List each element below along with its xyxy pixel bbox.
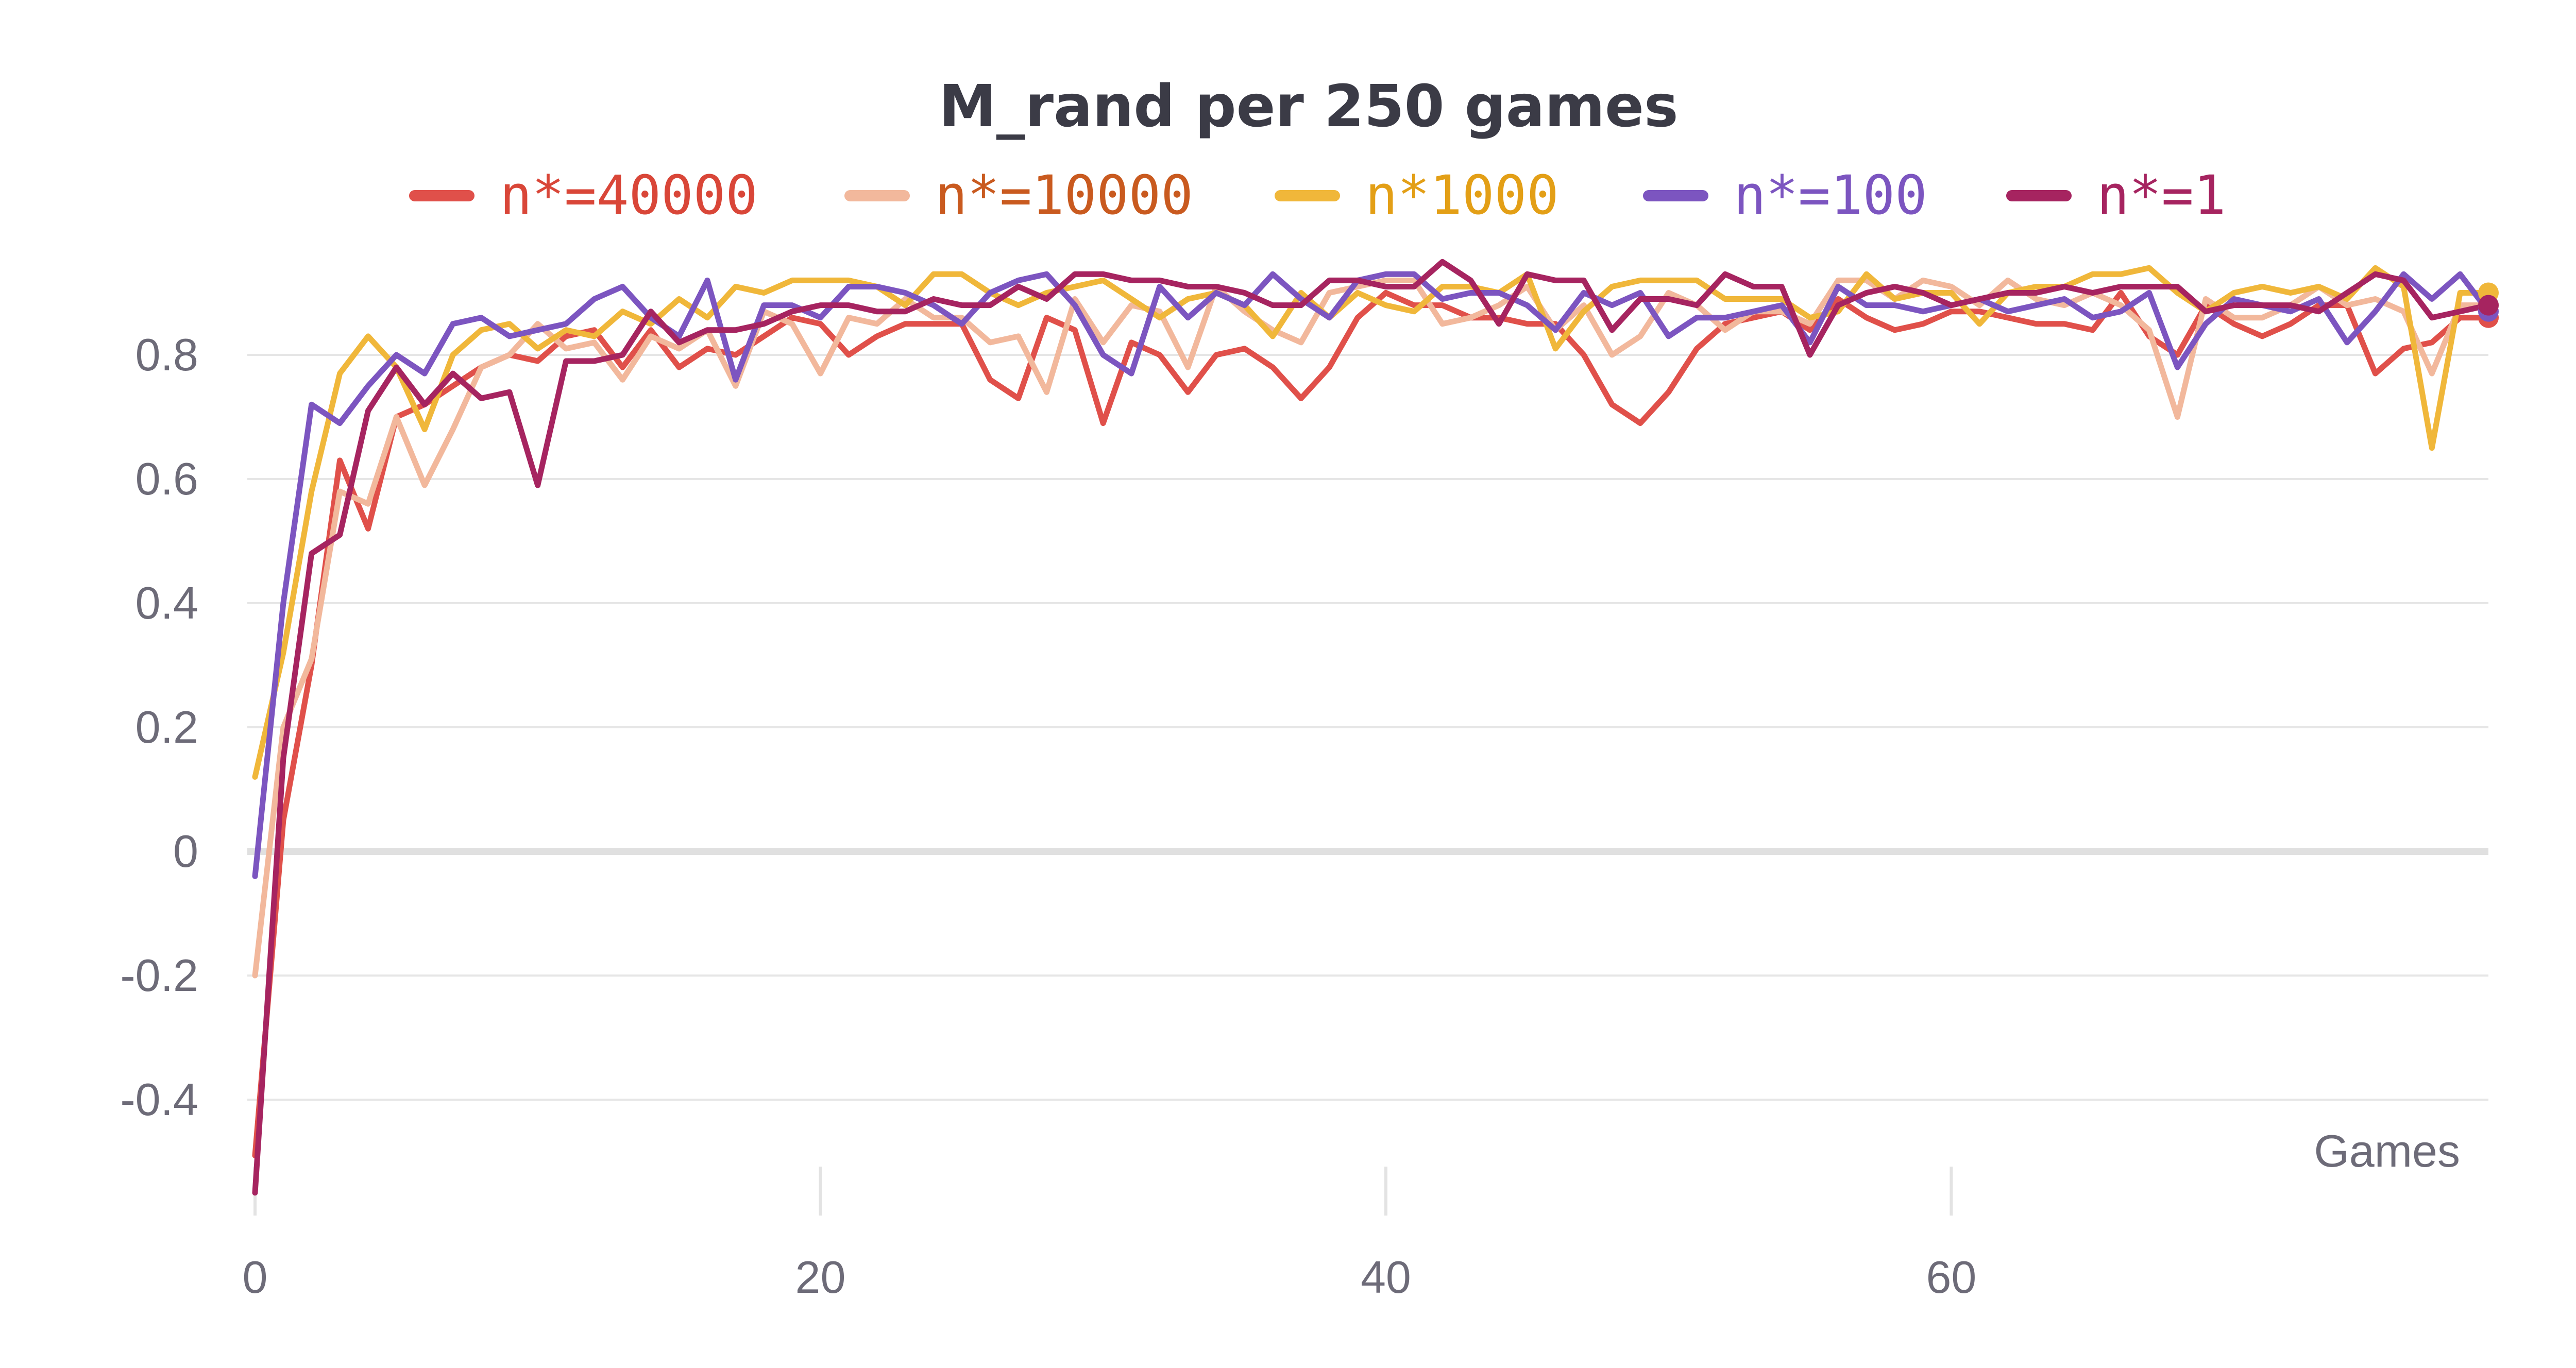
legend-label: n*=10000 bbox=[935, 164, 1193, 227]
y-tick-label: -0.4 bbox=[120, 1074, 198, 1125]
x-axis-label: Games bbox=[2314, 1125, 2460, 1176]
legend: n*=40000 n*=10000 n*1000 n*=100 n*=1 bbox=[409, 164, 2226, 227]
x-tick-label: 0 bbox=[243, 1252, 268, 1303]
legend-item: n*=40000 bbox=[409, 164, 758, 227]
y-tick-label: -0.2 bbox=[120, 950, 198, 1001]
x-axis-ticks: 0 20 40 60 bbox=[243, 1167, 1976, 1303]
legend-item: n*1000 bbox=[1275, 164, 1559, 227]
legend-item: n*=100 bbox=[1643, 164, 1927, 227]
y-tick-label: 0.2 bbox=[135, 702, 198, 753]
x-tick-label: 60 bbox=[1926, 1252, 1976, 1303]
series-line bbox=[252, 271, 2492, 879]
legend-label: n*=100 bbox=[1734, 164, 1927, 227]
legend-item: n*=10000 bbox=[844, 164, 1193, 227]
y-tick-label: 0.6 bbox=[135, 453, 198, 504]
series-line bbox=[252, 277, 2492, 979]
y-axis-ticks: 0.8 0.6 0.4 0.2 0 -0.2 -0.4 bbox=[120, 329, 198, 1125]
legend-item: n*=1 bbox=[2006, 164, 2226, 227]
y-tick-label: 0.8 bbox=[135, 329, 198, 380]
legend-label: n*=1 bbox=[2097, 164, 2226, 227]
y-tick-label: 0 bbox=[173, 826, 198, 877]
grid-lines bbox=[247, 354, 2488, 1101]
series-line bbox=[252, 265, 2492, 780]
y-tick-label: 0.4 bbox=[135, 577, 198, 628]
legend-label: n*=40000 bbox=[500, 164, 758, 227]
series-line bbox=[252, 259, 2492, 1196]
legend-label: n*1000 bbox=[1365, 164, 1559, 227]
series-lines bbox=[252, 259, 2499, 1196]
series-end-point bbox=[2478, 295, 2499, 316]
chart-title: M_rand per 250 games bbox=[939, 73, 1678, 140]
series-line bbox=[252, 290, 2492, 1158]
x-tick-label: 20 bbox=[795, 1252, 846, 1303]
x-tick-label: 40 bbox=[1361, 1252, 1411, 1303]
